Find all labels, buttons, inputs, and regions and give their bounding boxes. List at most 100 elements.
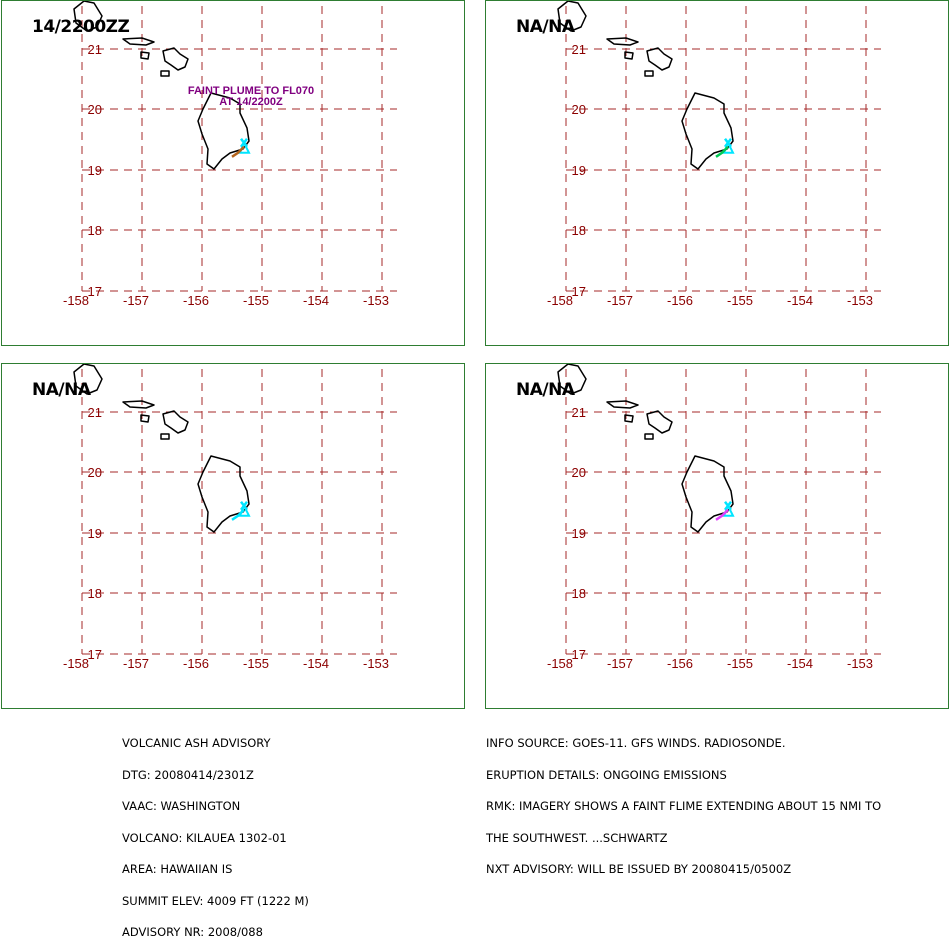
longitude-tick-label: -153	[847, 656, 873, 671]
latitude-tick-label: 17	[572, 647, 586, 662]
latitude-tick-label: 20	[88, 102, 102, 117]
coastline	[646, 47, 673, 71]
longitude-tick-label: -155	[243, 293, 269, 308]
longitude-tick-label: -158	[547, 656, 573, 671]
longitude-tick-label: -156	[667, 293, 693, 308]
coastline	[122, 37, 155, 46]
coastline	[160, 70, 170, 77]
longitude-tick-label: -157	[607, 656, 633, 671]
panel-valid-time-title: NA/NA	[516, 17, 575, 37]
advisory-right-line: INFO SOURCE: GOES-11. GFS WINDS. RADIOSO…	[486, 736, 786, 750]
latitude-tick-label: 18	[88, 223, 102, 238]
latitude-tick-label: 17	[572, 284, 586, 299]
longitude-tick-label: -154	[303, 293, 329, 308]
longitude-tick-label: -155	[727, 656, 753, 671]
longitude-tick-label: -156	[667, 656, 693, 671]
coastline	[73, 364, 103, 395]
latitude-tick-label: 21	[572, 42, 586, 57]
coastline	[681, 455, 734, 533]
map-canvas: 21 20 19 18 17-158 -157 -156 -155 -154 -153	[547, 1, 881, 308]
coastline	[162, 47, 189, 71]
coastline	[197, 92, 250, 170]
longitude-tick-label: -154	[303, 656, 329, 671]
coastline	[606, 400, 639, 409]
advisory-right-line: NXT ADVISORY: WILL BE ISSUED BY 20080415…	[486, 862, 792, 876]
longitude-tick-label: -156	[183, 656, 209, 671]
advisory-left-line: VAAC: WASHINGTON	[122, 799, 241, 813]
coastline	[140, 414, 150, 423]
graticule	[565, 369, 881, 655]
latitude-tick-label: 20	[572, 102, 586, 117]
coastline	[606, 37, 639, 46]
ash-plume	[715, 508, 729, 521]
coastline	[122, 400, 155, 409]
longitude-tick-label: -154	[787, 293, 813, 308]
advisory-left-block: VOLCANIC ASH ADVISORY DTG: 20080414/2301…	[122, 717, 309, 948]
longitude-tick-label: -158	[63, 656, 89, 671]
coastline	[160, 433, 170, 440]
graticule	[565, 6, 881, 292]
panel-top-right: 21 20 19 18 17 -158 -157 -156 -155 -154 -153 NA/NA	[485, 0, 949, 346]
panel-bottom-left: 21 20 19 18 17 -158 -157 -156 -155 -154 -153 NA/NA	[1, 363, 465, 709]
coastline	[140, 51, 150, 60]
longitude-tick-label: -158	[63, 293, 89, 308]
advisory-left-line: DTG: 20080414/2301Z	[122, 767, 254, 782]
longitude-tick-label: -156	[183, 293, 209, 308]
advisory-right-line: ERUPTION DETAILS: ONGOING EMISSIONS	[486, 767, 727, 782]
latitude-tick-label: 18	[572, 223, 586, 238]
latitude-tick-label: 19	[572, 526, 586, 541]
latitude-tick-label: 19	[88, 526, 102, 541]
panel-bottom-right: 21 20 19 18 17 -158 -157 -156 -155 -154 -153 NA/NA	[485, 363, 949, 709]
plume-annotation: AT 14/2200Z	[219, 96, 283, 108]
map-canvas: 21 20 19 18 17-158 -157 -156 -155 -154 -153	[63, 364, 397, 671]
longitude-tick-label: -155	[727, 293, 753, 308]
graticule	[81, 369, 397, 655]
advisory-left-line: VOLCANIC ASH ADVISORY	[122, 736, 271, 750]
advisory-left-line: VOLCANO: KILAUEA 1302-01	[122, 830, 287, 845]
advisory-right-line: THE SOUTHWEST. ...SCHWARTZ	[486, 830, 668, 845]
plume-annotation: FAINT PLUME TO FL070	[188, 85, 314, 97]
coastline	[624, 414, 634, 423]
coastline	[646, 410, 673, 434]
ash-plume	[231, 145, 245, 158]
advisory-left-line: AREA: HAWAIIAN IS	[122, 862, 233, 876]
longitude-tick-label: -157	[607, 293, 633, 308]
latitude-tick-label: 20	[88, 465, 102, 480]
longitude-tick-label: -153	[363, 656, 389, 671]
coastline	[73, 1, 103, 32]
coastline	[644, 433, 654, 440]
coastline	[644, 70, 654, 77]
latitude-tick-label: 21	[572, 405, 586, 420]
latitude-tick-label: 17	[88, 647, 102, 662]
longitude-tick-label: -154	[787, 656, 813, 671]
latitude-tick-label: 21	[88, 42, 102, 57]
latitude-tick-label: 18	[88, 586, 102, 601]
longitude-tick-label: -153	[847, 293, 873, 308]
coastline	[624, 51, 634, 60]
longitude-tick-label: -153	[363, 293, 389, 308]
coastline	[557, 364, 587, 395]
graticule	[81, 6, 397, 292]
panel-valid-time-title: 14/2200ZZ	[32, 17, 130, 37]
latitude-tick-label: 21	[88, 405, 102, 420]
advisory-right-block: INFO SOURCE: GOES-11. GFS WINDS. RADIOSO…	[486, 717, 881, 885]
latitude-tick-label: 19	[572, 163, 586, 178]
map-canvas: 21 20 19 18 17-158 -157 -156 -155 -154 -153	[547, 364, 881, 671]
coastline	[197, 455, 250, 533]
advisory-left-line: ADVISORY NR: 2008/088	[122, 925, 263, 939]
longitude-tick-label: -157	[123, 293, 149, 308]
latitude-tick-label: 20	[572, 465, 586, 480]
longitude-tick-label: -158	[547, 293, 573, 308]
map-canvas: 21 20 19 18 17-158 -157 -156 -155 -154 -153 FAINT …	[63, 1, 397, 308]
latitude-tick-label: 18	[572, 586, 586, 601]
panel-top-left: 21 20 19 18 17 -158 -157 -156 -155 -154 -153 FAINT …	[1, 0, 465, 346]
ash-plume	[715, 145, 729, 158]
coastline	[681, 92, 734, 170]
longitude-tick-label: -155	[243, 656, 269, 671]
latitude-tick-label: 19	[88, 163, 102, 178]
advisory-left-line: SUMMIT ELEV: 4009 FT (1222 M)	[122, 893, 309, 908]
coastline	[162, 410, 189, 434]
advisory-right-line: RMK: IMAGERY SHOWS A FAINT FLIME EXTENDI…	[486, 799, 882, 813]
ash-plume	[231, 508, 245, 521]
longitude-tick-label: -157	[123, 656, 149, 671]
